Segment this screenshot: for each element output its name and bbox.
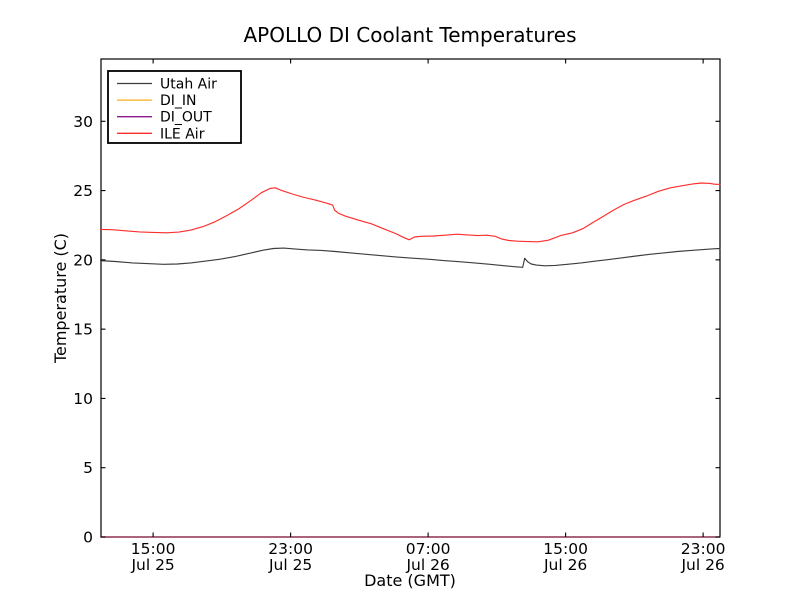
series-group [100,182,721,538]
y-tick-label: 0 [83,529,93,547]
x-tick-label-time: 07:00 [406,540,451,558]
legend-label: ILE Air [160,126,205,142]
y-tick-label: 15 [73,321,93,339]
y-tick-label: 20 [73,251,93,269]
legend-label: DI_IN [160,93,197,109]
x-axis-label: Date (GMT) [364,571,456,590]
y-tick-label: 25 [73,182,93,200]
y-tick-label: 10 [73,390,93,408]
series-line-utah-air [100,247,721,268]
y-axis-label: Temperature (C) [51,233,70,364]
x-tick-label-time: 15:00 [131,540,176,558]
chart-title: APOLLO DI Coolant Temperatures [243,23,576,47]
x-tick-label-time: 23:00 [268,540,313,558]
x-tick-label-time: 15:00 [543,540,588,558]
ticks-group [101,59,720,538]
x-tick-label-date: Jul 26 [543,556,587,574]
x-tick-label-time: 23:00 [681,540,726,558]
x-tick-label-date: Jul 25 [268,556,312,574]
y-tick-label: 30 [73,113,93,131]
x-tick-label-date: Jul 25 [130,556,174,574]
x-tick-label-date: Jul 26 [405,556,449,574]
series-line-ile-air [100,182,721,243]
legend-label: Utah Air [160,77,217,93]
x-tick-label-date: Jul 26 [680,556,724,574]
y-tick-label: 5 [83,459,93,477]
legend-label: DI_OUT [160,110,212,126]
